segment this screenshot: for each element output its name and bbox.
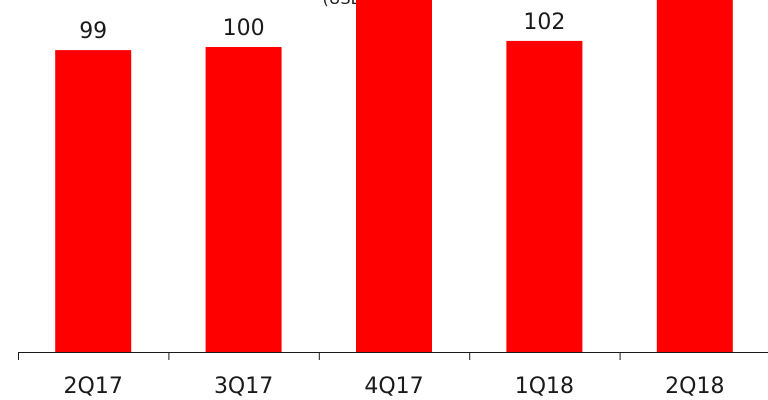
bar-4Q17 (356, 0, 432, 352)
x-tick-label-2Q17: 2Q17 (64, 374, 123, 399)
x-tick-labels-group: 2Q17 3Q17 4Q17 1Q18 2Q18 (64, 374, 725, 399)
x-tick-label-3Q17: 3Q17 (214, 374, 273, 399)
bar-2Q17 (55, 50, 132, 352)
x-axis (18, 352, 768, 360)
bar-3Q17 (205, 47, 282, 352)
data-labels-group: 99100127102135 (79, 10, 565, 44)
bar-1Q18 (506, 40, 583, 353)
x-tick-label-2Q18: 2Q18 (665, 374, 724, 399)
data-label-1Q18: 102 (523, 10, 565, 35)
bar-2Q18 (656, 0, 733, 352)
data-label-2Q17: 99 (79, 19, 107, 44)
data-label-3Q17: 100 (223, 16, 265, 41)
x-tick-label-1Q18: 1Q18 (515, 374, 574, 399)
bars-group (55, 0, 733, 353)
x-tick-label-4Q17: 4Q17 (364, 374, 423, 399)
